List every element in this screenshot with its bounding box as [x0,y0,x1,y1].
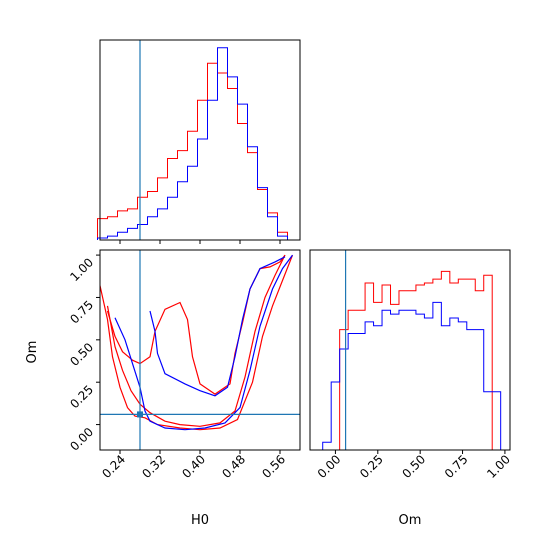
om-x-tick-label-2: 0.50 [399,452,428,481]
truth-marker [137,411,143,418]
x-axis-label-om: Om [399,513,422,528]
h0-histogram-frame [99,39,301,241]
om-x-tick-label-4: 1.00 [484,452,513,481]
om-x-tick-label-1: 0.25 [357,452,386,481]
h0-om-contour-panel: 0.24 0.32 0.40 0.48 0.56 0.00 0.25 0.50 0.75 1.00 [67,249,301,481]
om-hist-lines-group [314,270,502,450]
contour-frame [99,249,301,451]
om-tick-label-1: 0.25 [67,382,96,411]
om-tick-label-4: 1.00 [67,255,96,284]
om-marginal-histogram-panel: 0.00 0.25 0.50 0.75 1.00 [309,249,513,481]
h0-tick-label-0: 0.24 [99,452,128,481]
x-axis-label-h0: H0 [191,513,209,528]
contour-series-1-level-1 [114,254,293,431]
om-histogram-series-1 [314,301,502,450]
h0-histogram-series-0 [97,62,288,240]
om-tick-label-2: 0.50 [67,340,96,369]
om-tick-label-3: 0.75 [67,298,96,327]
contour-series-0-level-0 [106,254,286,395]
contour-series-0-level-1 [100,254,294,431]
h0-tick-label-3: 0.48 [219,452,248,481]
h0-histogram-series-1 [97,47,288,240]
contour-series-1-level-0 [149,256,286,397]
om-histogram-frame [309,249,511,451]
om-x-tick-label-3: 0.75 [442,452,471,481]
h0-marginal-histogram-panel [97,39,301,244]
h0-tick-label-4: 0.56 [259,452,288,481]
om-x-tick-label-0: 0.00 [315,452,344,481]
contour-series-0-level-2 [106,254,286,427]
contour-lines-group [100,254,294,431]
h0-tick-label-2: 0.40 [179,452,208,481]
y-axis-label-om: Om [25,341,40,364]
h0-tick-label-1: 0.32 [139,452,168,481]
om-histogram-series-0 [314,270,501,450]
om-tick-label-0: 0.00 [67,425,96,454]
